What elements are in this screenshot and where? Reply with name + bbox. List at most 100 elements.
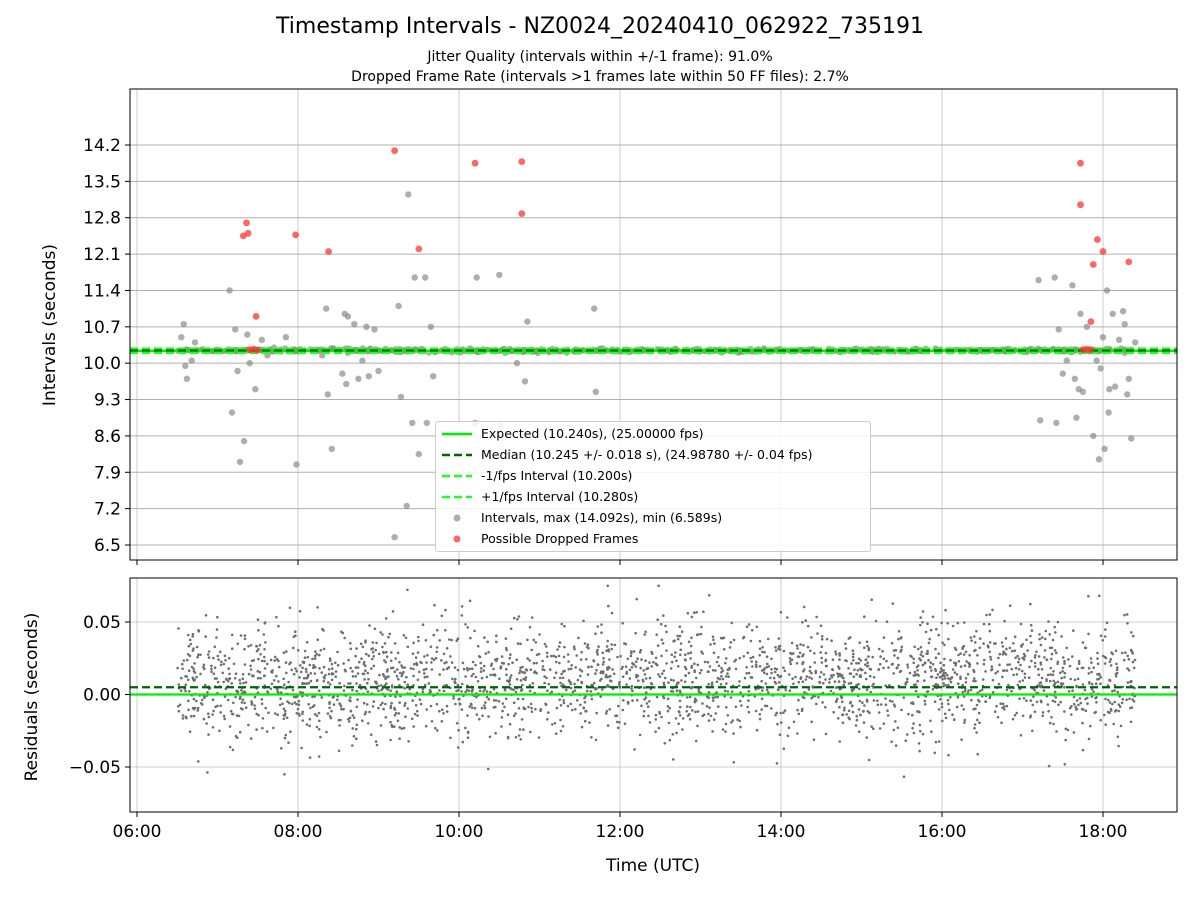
residual-point: [989, 655, 992, 659]
residual-point: [835, 697, 839, 701]
residual-point: [318, 667, 321, 670]
residual-point: [503, 688, 507, 692]
interval-outlier-point: [1105, 409, 1112, 416]
residual-point: [610, 611, 614, 615]
residual-point: [936, 673, 940, 676]
residual-point: [297, 699, 301, 703]
residual-point: [970, 639, 973, 642]
residual-point: [914, 689, 918, 693]
residual-point: [760, 697, 764, 701]
residual-point: [772, 676, 776, 680]
residual-point: [223, 695, 227, 698]
residual-point: [1104, 697, 1107, 701]
residual-point: [948, 708, 951, 712]
residual-point: [714, 712, 718, 715]
residual-point: [1052, 679, 1055, 683]
residual-point: [520, 718, 524, 721]
residual-point: [460, 614, 464, 617]
residual-point: [844, 659, 847, 662]
residual-point: [810, 671, 813, 675]
residual-point: [184, 689, 187, 693]
residual-point: [650, 650, 653, 654]
residual-point: [226, 679, 230, 683]
residual-point: [247, 645, 250, 648]
residual-point: [347, 682, 350, 685]
residual-point: [778, 644, 782, 648]
x-axis-label: Time (UTC): [605, 856, 700, 876]
residual-point: [824, 664, 828, 668]
residual-point: [606, 684, 610, 688]
residual-point: [761, 686, 765, 689]
residual-point: [715, 660, 719, 664]
legend-label-minus-fps: -1/fps Interval (10.200s): [481, 468, 633, 483]
residual-point: [724, 661, 727, 665]
residual-point: [325, 730, 328, 734]
residual-point: [763, 704, 767, 708]
residual-point: [1044, 629, 1048, 633]
residual-point: [361, 719, 364, 722]
residual-point: [618, 680, 621, 684]
residual-point: [378, 673, 381, 677]
residual-point: [317, 755, 321, 758]
residual-point: [724, 730, 727, 733]
residual-point: [289, 730, 292, 733]
residual-point: [406, 588, 409, 592]
residual-point: [1120, 701, 1124, 705]
residual-point: [914, 683, 917, 686]
residual-point: [863, 615, 866, 618]
residual-point: [326, 712, 330, 715]
residual-point: [689, 651, 693, 654]
residual-point: [1114, 675, 1118, 678]
residual-point: [782, 666, 785, 669]
residual-point: [1072, 731, 1076, 734]
residual-point: [362, 701, 366, 705]
residual-point: [471, 660, 475, 664]
residual-point: [809, 649, 812, 653]
residual-point: [1117, 744, 1120, 748]
residual-point: [1054, 631, 1057, 634]
residual-point: [1043, 649, 1047, 652]
residual-point: [1076, 667, 1079, 670]
residual-point: [918, 749, 921, 753]
residual-point: [834, 700, 838, 704]
x-tick-label: 08:00: [274, 822, 323, 842]
residual-point: [1048, 633, 1051, 636]
residual-point: [416, 709, 419, 713]
residual-point: [219, 711, 222, 714]
residual-point: [814, 669, 817, 673]
residual-point: [646, 705, 650, 708]
residual-point: [1116, 666, 1119, 669]
residual-point: [892, 703, 896, 706]
residual-point: [181, 714, 185, 717]
residual-point: [486, 767, 490, 771]
residual-point: [486, 640, 490, 644]
residual-point: [231, 712, 234, 716]
residual-point: [232, 662, 236, 666]
residual-point: [195, 645, 199, 649]
residual-point: [963, 721, 966, 724]
residual-point: [1081, 666, 1085, 670]
residual-point: [258, 643, 262, 647]
residual-point: [354, 675, 358, 678]
residual-point: [375, 743, 379, 747]
residual-point: [662, 683, 666, 687]
residual-point: [891, 602, 895, 605]
x-tick-label: 12:00: [596, 822, 645, 842]
x-tick-label: 06:00: [113, 822, 162, 842]
residual-point: [711, 696, 715, 699]
residual-point: [709, 714, 713, 718]
residual-point: [401, 666, 405, 669]
residual-point: [977, 698, 980, 702]
interval-outlier-point: [423, 419, 430, 427]
residual-point: [818, 675, 822, 679]
residual-point: [283, 736, 287, 740]
residual-point: [528, 625, 532, 629]
residual-point: [1038, 637, 1041, 641]
residual-point: [1056, 662, 1059, 666]
residual-point: [321, 627, 324, 631]
residual-point: [391, 725, 394, 729]
residual-point: [796, 655, 800, 658]
residual-point: [541, 665, 545, 668]
residual-point: [211, 726, 215, 729]
residual-point: [511, 661, 514, 664]
